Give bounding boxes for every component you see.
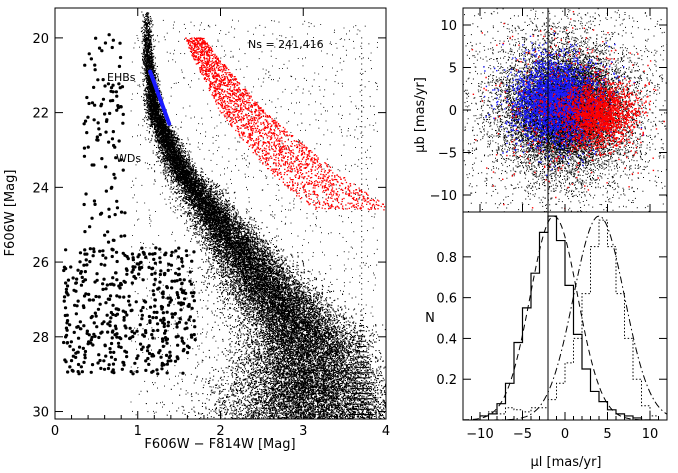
vpd-ylabel: μb [mas/yr]	[413, 77, 428, 153]
cmd-xtick-label: 1	[134, 424, 142, 439]
hist-xtick-label: −5	[513, 427, 532, 442]
cmd-ytick-label: 28	[32, 331, 49, 346]
hist-solid-series	[471, 215, 659, 420]
vpd-points	[463, 8, 667, 212]
hist-dotted-series	[471, 219, 659, 420]
cmd-xtick-label: 4	[382, 424, 390, 439]
hist-xtick-label: 0	[561, 427, 569, 442]
vpd-blue-stars	[463, 33, 645, 176]
wd-label: WDs	[116, 152, 141, 165]
cmd-ytick-label: 22	[32, 107, 49, 122]
cmd-xtick-label: 3	[299, 424, 307, 439]
cmd-white-dwarfs	[62, 33, 197, 376]
hist-xlabel: μl [mas/yr]	[531, 455, 602, 470]
cmd-xtick-label: 2	[216, 424, 224, 439]
hist-ytick-label: 0.2	[436, 373, 457, 388]
hist-ytick-label: 0.4	[436, 332, 457, 347]
ehb-label: EHBs	[107, 71, 136, 84]
vpd-ytick-label: −10	[430, 189, 457, 204]
vpd-red-stars	[463, 11, 667, 210]
cmd-xlabel: F606W − F814W [Mag]	[144, 437, 295, 452]
hist-panel: −10 −5 0 5 10 0.2 0.4 0.6 0.8 μl [mas/yr] N	[425, 211, 668, 470]
hist-ylabel: N	[425, 311, 435, 326]
vpd-ticks: 10 5 0 −5 −10	[430, 8, 667, 212]
vpd-ytick-label: 0	[449, 104, 457, 119]
cmd-ehb-stars	[148, 69, 172, 126]
star-count-label: Ns = 241,416	[248, 38, 324, 51]
hist-dashed-fit	[463, 215, 667, 420]
hist-xtick-label: −10	[466, 427, 493, 442]
cmd-points	[62, 11, 386, 419]
cmd-xtick-label: 0	[51, 424, 59, 439]
hist-ticks: −10 −5 0 5 10 0.2 0.4 0.6 0.8	[436, 251, 668, 442]
hist-ytick-label: 0.6	[436, 292, 457, 307]
cmd-ytick-label: 30	[32, 406, 49, 421]
cmd-selected-stars	[185, 37, 386, 211]
vpd-panel: 10 5 0 −5 −10 μb [mas/yr]	[413, 7, 668, 213]
hist-series	[463, 215, 667, 420]
hist-xtick-label: 10	[642, 427, 659, 442]
hist-xtick-label: 5	[603, 427, 611, 442]
cmd-ylabel: F606W [Mag]	[3, 170, 18, 257]
vpd-ytick-label: 10	[440, 19, 457, 34]
vpd-ytick-label: −5	[438, 147, 457, 162]
hist-ytick-label: 0.8	[436, 251, 457, 266]
cmd-main-sequence	[130, 11, 386, 419]
cmd-ytick-label: 26	[32, 256, 49, 271]
cmd-ticks: 0 1 2 3 4 20 22 24 26 28 30	[32, 8, 390, 439]
cmd-ytick-label: 24	[32, 181, 49, 196]
vpd-ytick-label: 5	[449, 62, 457, 77]
cmd-ytick-label: 20	[32, 32, 49, 47]
